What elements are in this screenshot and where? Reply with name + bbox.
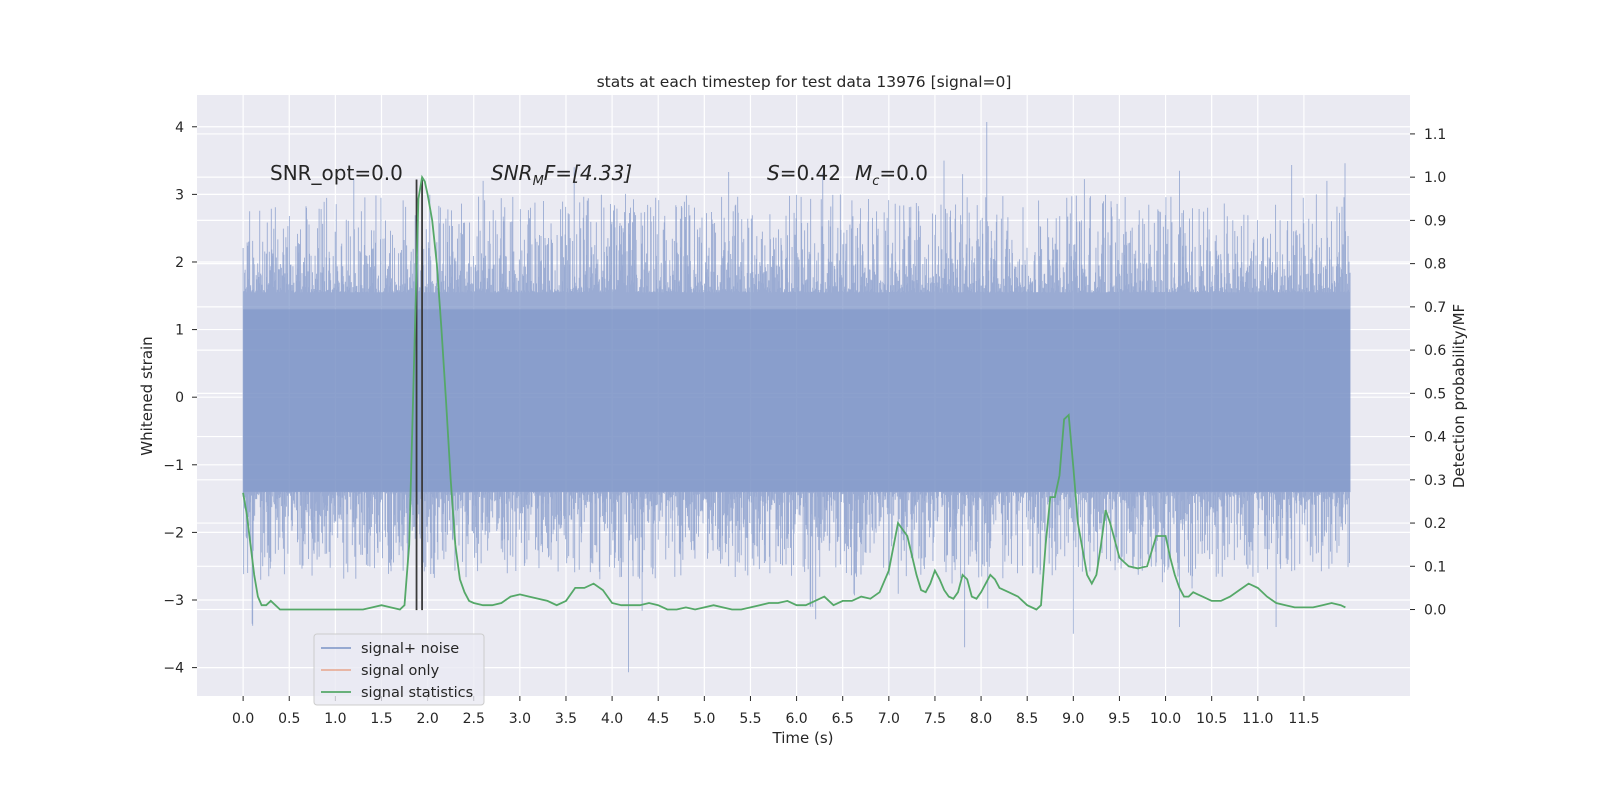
y-right-tick-label-7: 0.4 (1424, 430, 1446, 446)
y-left-tick-label-4: 0 (175, 390, 184, 406)
legend-label-signal-noise: signal+ noise (361, 641, 459, 657)
x-tick-label-8: 4.0 (601, 711, 623, 727)
y-right-tick-label-0: 1.1 (1424, 127, 1446, 143)
annotation-snr-mf-base: SNR (491, 161, 533, 185)
x-tick-label-6: 3.0 (509, 711, 531, 727)
annotation-snr-mf-rest: F=[4.33] (544, 161, 632, 185)
signal-statistics-series (242, 174, 1346, 611)
y-right-tick-label-8: 0.3 (1424, 473, 1446, 489)
y-right-tick-label-2: 0.9 (1424, 213, 1446, 229)
chart-title: stats at each timestep for test data 139… (597, 73, 1012, 91)
y-right-tick-label-11: 0.0 (1424, 603, 1446, 619)
y-left-tick-label-1: 3 (175, 187, 184, 203)
y-left-tick-label-0: 4 (175, 120, 184, 136)
annotation-mc-val: =0.0 (879, 161, 928, 185)
x-tick-label-10: 5.0 (693, 711, 715, 727)
legend: signal+ noise signal only signal statist… (313, 633, 485, 706)
y-left-tick-label-5: −1 (163, 458, 184, 474)
y-left-tick-label-6: −2 (163, 525, 184, 541)
x-tick-label-9: 4.5 (647, 711, 669, 727)
annotation-mc-var: M (855, 161, 872, 185)
x-tick-label-19: 9.5 (1108, 711, 1130, 727)
y-left-axis-ticks: 4 3 2 1 0 −1 −2 −3 −4 (163, 120, 197, 677)
annotation-mc-sub: c (872, 174, 879, 189)
x-tick-label-4: 2.0 (416, 711, 438, 727)
y-left-tick-label-7: −3 (163, 593, 184, 609)
y-left-axis-label: Whitened strain (138, 336, 156, 455)
y-right-tick-label-10: 0.1 (1424, 559, 1446, 575)
x-tick-label-7: 3.5 (555, 711, 577, 727)
y-right-tick-label-1: 1.0 (1424, 170, 1446, 186)
x-tick-label-11: 5.5 (739, 711, 761, 727)
x-tick-label-13: 6.5 (832, 711, 854, 727)
y-right-axis-ticks: 1.1 1.0 0.9 0.8 0.7 0.6 0.5 0.4 0.3 0.2 0.1 0.0 (1410, 127, 1446, 619)
x-tick-label-20: 10.0 (1150, 711, 1181, 727)
x-tick-label-22: 11.0 (1242, 711, 1273, 727)
annotation-s-mc: S=0.42 Mc=0.0 (767, 161, 928, 189)
legend-label-signal-statistics: signal statistics (361, 685, 473, 701)
x-tick-label-15: 7.5 (924, 711, 946, 727)
annotation-s-var: S (767, 161, 780, 185)
legend-box (313, 633, 485, 706)
x-tick-label-2: 1.0 (324, 711, 346, 727)
signal-statistics-line (242, 174, 1346, 611)
x-tick-label-21: 10.5 (1196, 711, 1227, 727)
annotation-snr-opt: SNR_opt=0.0 (270, 161, 403, 185)
x-tick-label-0: 0.0 (232, 711, 254, 727)
annotation-snr-mf-sub: M (533, 174, 544, 189)
x-tick-label-16: 8.0 (970, 711, 992, 727)
x-tick-label-3: 1.5 (370, 711, 392, 727)
x-axis-ticks: 0.0 0.5 1.0 1.5 2.0 2.5 3.0 3.5 4.0 4.5 5.0 5.5 6.0 6… (232, 696, 1320, 727)
y-right-axis-label: Detection probability/MF (1450, 304, 1468, 488)
y-left-tick-label-8: −4 (163, 661, 184, 677)
signal-noise-series (242, 122, 1351, 673)
x-tick-label-12: 6.0 (785, 711, 807, 727)
x-tick-label-23: 11.5 (1288, 711, 1319, 727)
x-tick-label-18: 9.0 (1062, 711, 1084, 727)
x-tick-label-1: 0.5 (278, 711, 300, 727)
y-left-tick-label-3: 1 (175, 323, 184, 339)
y-right-tick-label-9: 0.2 (1424, 516, 1446, 532)
x-axis-label: Time (s) (772, 729, 834, 747)
y-left-tick-label-2: 2 (175, 255, 184, 271)
annotation-s-val: =0.42 (780, 161, 841, 185)
y-right-tick-label-6: 0.5 (1424, 386, 1446, 402)
annotation-snr-mf: SNRMF=[4.33] (491, 161, 632, 189)
x-tick-label-14: 7.0 (878, 711, 900, 727)
x-tick-label-17: 8.5 (1016, 711, 1038, 727)
x-tick-label-5: 2.5 (463, 711, 485, 727)
y-right-tick-label-4: 0.7 (1424, 300, 1446, 316)
y-right-tick-label-5: 0.6 (1424, 343, 1446, 359)
legend-label-signal-only: signal only (361, 663, 440, 679)
y-right-tick-label-3: 0.8 (1424, 257, 1446, 273)
signal-noise-core (243, 309, 1351, 492)
